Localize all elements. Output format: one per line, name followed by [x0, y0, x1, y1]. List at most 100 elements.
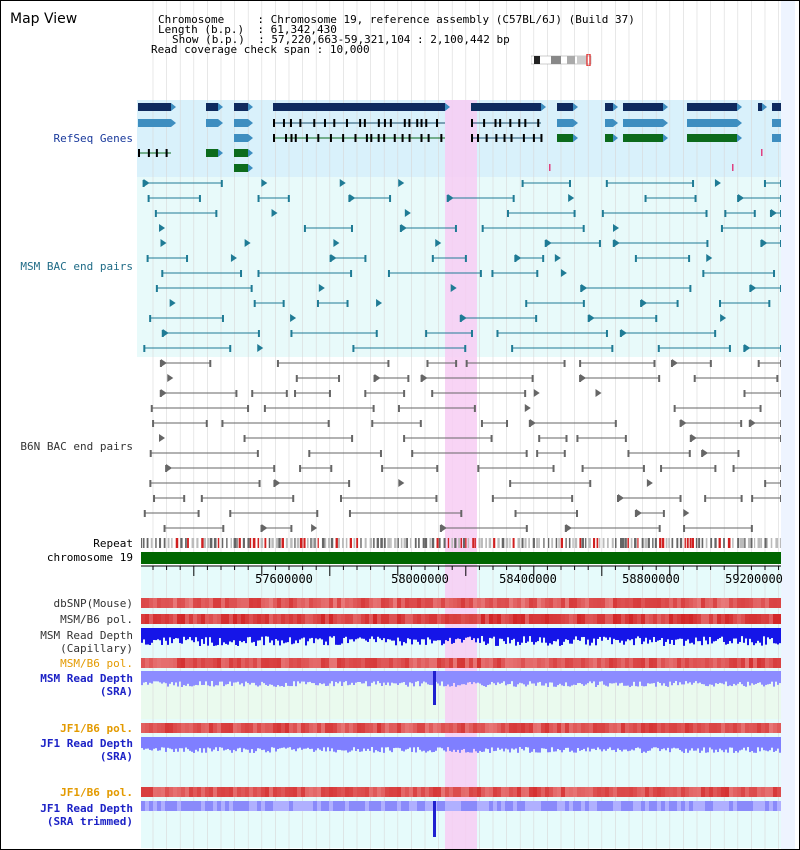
msm-bac-end: [143, 345, 146, 352]
depth-bar: [729, 628, 731, 642]
depth-bar: [323, 737, 325, 748]
repeat-element: [467, 538, 470, 548]
heat-cell: [161, 658, 165, 668]
depth-bar: [381, 737, 383, 748]
heat-cell: [201, 614, 205, 624]
chromosome-bar[interactable]: [141, 552, 781, 564]
depth-bar: [401, 628, 403, 646]
read-depth-tracks[interactable]: [141, 628, 781, 837]
heat-cell: [489, 658, 493, 668]
repeat-element: [739, 538, 743, 548]
depth-bar: [681, 671, 683, 685]
depth-bar: [253, 671, 255, 683]
msm-bac-track[interactable]: [142, 179, 782, 352]
depth-bar: [289, 671, 291, 687]
msm-bac-end: [479, 270, 482, 277]
heat-cell: [709, 614, 713, 624]
depth-bar: [765, 737, 767, 751]
gene-exon: [359, 119, 362, 127]
depth-bar: [697, 628, 699, 642]
depth-bar: [711, 628, 713, 644]
depth-bar: [495, 628, 497, 646]
depth-bar: [719, 628, 721, 638]
repeat-element: [324, 538, 327, 548]
jf1-trim-cell: [221, 801, 225, 811]
jf1-trim-cell: [437, 801, 441, 811]
heat-cell: [661, 614, 665, 624]
b6n-bac-arrow: [440, 524, 447, 532]
msm-bac-arrow: [376, 299, 383, 307]
depth-bar: [311, 737, 313, 749]
repeat-element: [217, 538, 220, 548]
heat-cell: [197, 614, 201, 624]
b6n-bac-track[interactable]: [143, 359, 782, 532]
depth-bar: [611, 671, 613, 684]
refseq-genes-track[interactable]: [138, 103, 786, 172]
jf1-trim-cell: [305, 801, 309, 811]
repeat-element: [236, 538, 238, 548]
msm-bac-end: [506, 210, 509, 217]
jf1-trim-cell: [309, 801, 313, 811]
jf1-trim-cell: [681, 801, 685, 811]
depth-bar: [763, 628, 765, 637]
depth-bar: [219, 737, 221, 748]
heat-cell: [177, 787, 181, 797]
depth-bar: [183, 671, 185, 686]
depth-bar: [631, 737, 633, 750]
jf1-trim-cell: [225, 801, 229, 811]
repeat-element: [676, 538, 679, 548]
depth-bar: [593, 737, 595, 749]
depth-bar: [647, 671, 649, 684]
depth-bar: [695, 737, 697, 751]
depth-bar: [153, 737, 155, 749]
heat-cell: [665, 598, 669, 608]
polymorphism-tracks[interactable]: [141, 598, 781, 811]
depth-bar: [287, 737, 289, 748]
depth-bar: [491, 671, 493, 682]
heat-cell: [393, 598, 397, 608]
depth-bar: [211, 671, 213, 682]
heat-cell: [257, 723, 261, 733]
depth-bar: [695, 671, 697, 682]
heat-cell: [361, 787, 365, 797]
repeat-track[interactable]: [141, 538, 782, 548]
depth-bar: [537, 671, 539, 683]
heat-cell: [405, 658, 409, 668]
depth-bar: [351, 737, 353, 751]
heat-cell: [153, 723, 157, 733]
gene-exon: [370, 134, 373, 142]
heat-cell: [241, 723, 245, 733]
depth-bar: [775, 628, 777, 644]
b6n-bac-end: [506, 420, 509, 427]
chromosome-ideogram[interactable]: [531, 54, 593, 66]
label-jf1-read-depth-sub: (SRA): [99, 750, 133, 763]
msm-bac-end: [694, 195, 697, 202]
heat-cell: [601, 658, 605, 668]
msm-bac-end: [155, 285, 158, 292]
depth-bar: [703, 671, 705, 685]
heat-cell: [169, 614, 173, 624]
b6n-bac-arrow: [421, 374, 428, 382]
depth-bar: [277, 737, 279, 750]
heat-cell: [297, 658, 301, 668]
repeat-element: [501, 538, 505, 548]
depth-bar: [209, 737, 211, 749]
heat-cell: [665, 614, 669, 624]
heat-cell: [769, 614, 773, 624]
depth-bar: [601, 737, 603, 752]
depth-bar: [615, 737, 617, 752]
depth-bar: [469, 737, 471, 753]
heat-cell: [705, 598, 709, 608]
heat-cell: [325, 723, 329, 733]
depth-bar: [337, 628, 339, 645]
b6n-bac-end: [673, 405, 676, 412]
heat-cell: [357, 614, 361, 624]
highlight-region[interactable]: [445, 100, 477, 849]
heat-cell: [497, 723, 501, 733]
heat-cell: [325, 598, 329, 608]
depth-bar: [463, 628, 465, 640]
heat-cell: [509, 614, 513, 624]
msm-bac-end: [470, 330, 473, 337]
depth-bar: [671, 628, 673, 640]
depth-bar: [155, 737, 157, 749]
